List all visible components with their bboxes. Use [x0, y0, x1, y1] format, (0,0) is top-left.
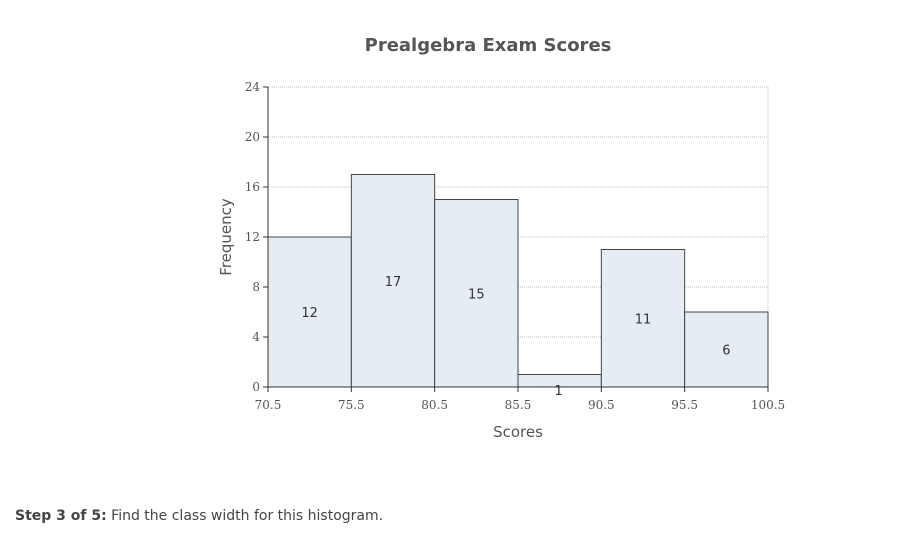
x-tick-label: 85.5 — [505, 398, 532, 412]
bar-value-label: 11 — [635, 312, 652, 327]
histogram-bar — [434, 199, 519, 388]
bar-value-label: 6 — [722, 344, 730, 359]
x-tick-label: 80.5 — [421, 398, 448, 412]
y-tick-label: 12 — [245, 230, 260, 244]
histogram-bar — [267, 236, 352, 388]
question-step: Step 3 of 5: Find the class width for th… — [15, 508, 383, 524]
question-text: Find the class width for this histogram. — [111, 508, 384, 524]
y-tick-label: 16 — [245, 180, 260, 194]
y-tick-label: 0 — [252, 380, 260, 394]
bar-value-label: 12 — [301, 306, 318, 321]
y-axis-label: Frequency — [217, 198, 235, 276]
x-tick-label: 90.5 — [588, 398, 615, 412]
y-tick-label: 20 — [245, 130, 260, 144]
step-label: Step 3 of 5: — [15, 508, 107, 524]
bar-value-label: 1 — [555, 384, 563, 399]
y-tick-label: 8 — [252, 280, 260, 294]
x-axis-label: Scores — [493, 423, 543, 441]
x-tick-label: 70.5 — [255, 398, 282, 412]
x-tick-label: 100.5 — [751, 398, 785, 412]
chart-title: Prealgebra Exam Scores — [365, 35, 612, 56]
bar-value-label: 17 — [385, 275, 402, 290]
x-tick-label: 95.5 — [671, 398, 698, 412]
y-tick-label: 24 — [245, 80, 261, 94]
bar-value-label: 15 — [468, 287, 485, 302]
x-tick-label: 75.5 — [338, 398, 365, 412]
histogram-bar — [350, 174, 436, 388]
y-tick-label: 4 — [252, 330, 260, 344]
